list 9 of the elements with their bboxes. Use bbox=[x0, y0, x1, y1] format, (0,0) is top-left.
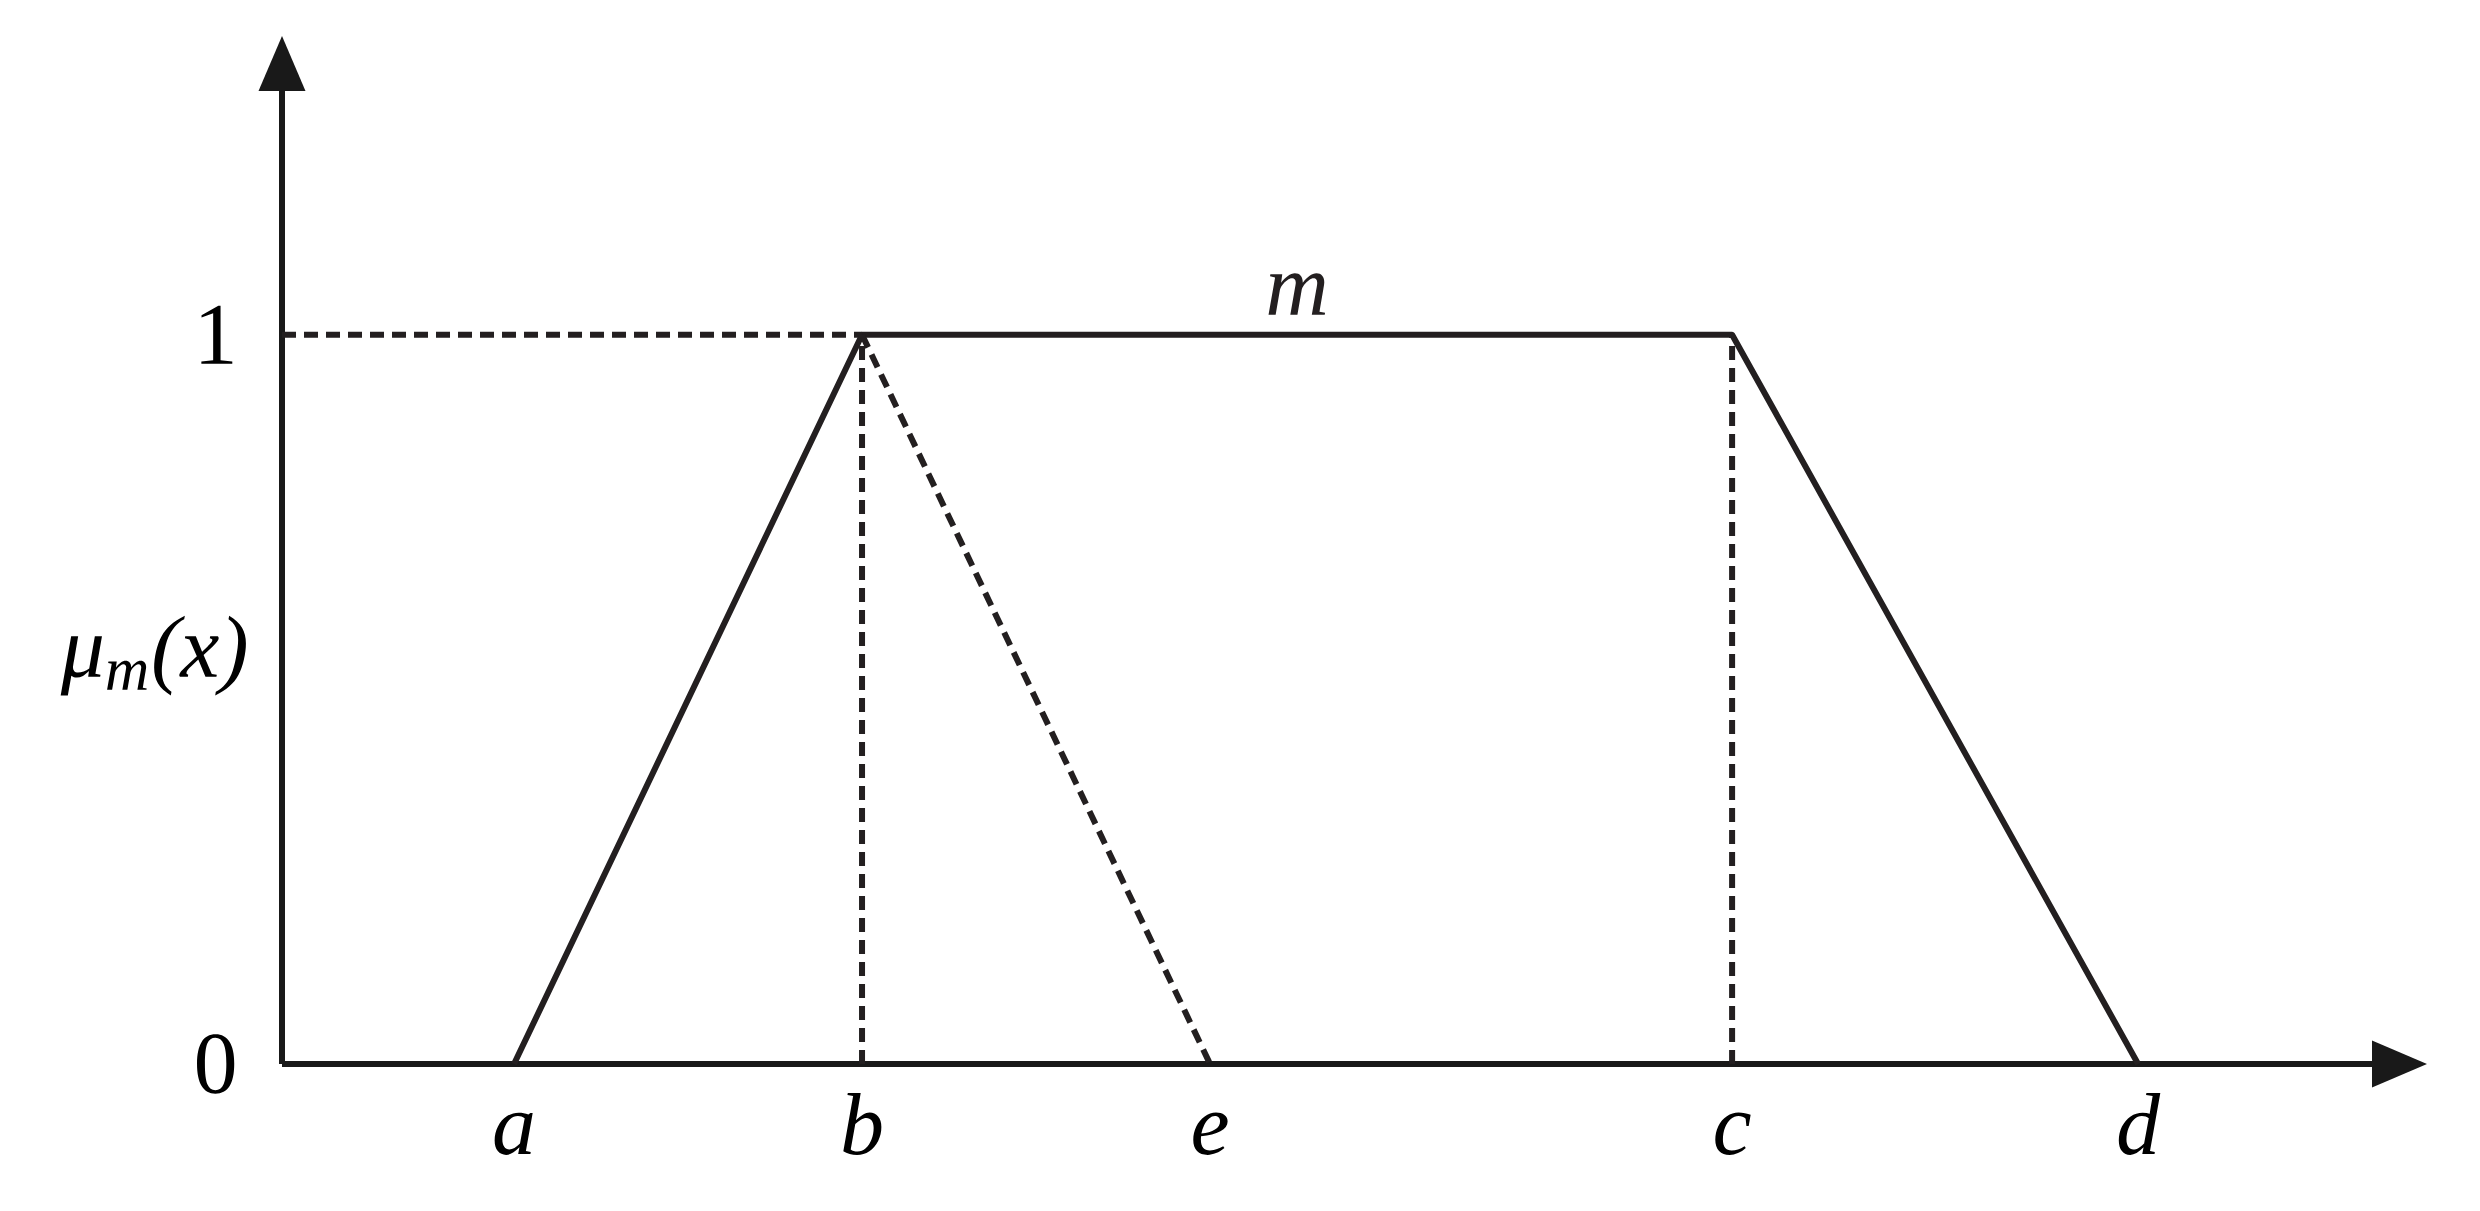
x-tick-label: c bbox=[1715, 1112, 1751, 1155]
series-label: m bbox=[1268, 273, 1326, 315]
x-tick-label: e bbox=[1193, 1112, 1228, 1155]
y-tick-label: 0 bbox=[197, 1034, 235, 1094]
y-axis-title: μ$_{m}$(x) bbox=[60, 615, 246, 696]
x-tick-label: d bbox=[2118, 1093, 2161, 1155]
x-tick-label: a bbox=[494, 1112, 533, 1155]
x-tick-label: b bbox=[843, 1093, 882, 1155]
y-tick-label: 1 bbox=[201, 305, 233, 364]
